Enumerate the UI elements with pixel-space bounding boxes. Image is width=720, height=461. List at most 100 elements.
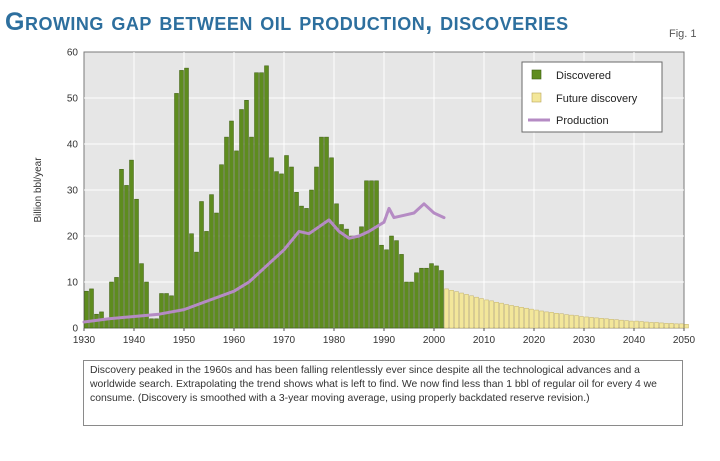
bar-discovered [149,318,154,329]
bar-discovered [119,169,124,329]
bar-future-discovery [449,290,454,329]
legend-swatch-discovered [531,69,542,80]
bar-future-discovery [524,307,529,329]
bar-future-discovery [574,315,579,329]
bar-future-discovery [559,313,564,329]
bar-future-discovery [649,322,654,329]
legend-label-production: Production [556,115,609,127]
bar-discovered [204,231,209,329]
bar-future-discovery [619,319,624,329]
bar-future-discovery [544,311,549,329]
bar-future-discovery [489,300,494,329]
bar-discovered [324,136,329,329]
bar-future-discovery [469,295,474,329]
future-discovery-bars [444,288,689,329]
bar-future-discovery [529,308,534,329]
bar-future-discovery [609,319,614,329]
bar-discovered [329,157,334,329]
bar-future-discovery [484,299,489,329]
x-tick-label: 1990 [373,335,396,346]
bar-discovered [184,67,189,329]
bar-discovered [164,293,169,329]
y-tick-label: 20 [67,232,79,243]
x-tick-label: 2020 [523,335,546,346]
bar-discovered [114,277,119,329]
bar-discovered [224,136,229,329]
bar-discovered [439,270,444,329]
bar-future-discovery [654,322,659,329]
bar-discovered [339,224,344,329]
bar-discovered [179,70,184,329]
discovered-bars [84,65,444,329]
bar-discovered [419,267,424,329]
x-axis-ticks: 1930 1940 1950 1960 1970 1980 1990 2000 2010 2020… [73,328,696,346]
bar-future-discovery [514,306,519,329]
legend-label-discovered: Discovered [556,70,611,82]
caption: Discovery peaked in the 1960s and has be… [83,360,683,426]
bar-future-discovery [634,320,639,329]
legend: Discovered Future discovery Production [521,61,663,133]
bar-discovered [289,166,294,329]
bar-future-discovery [614,319,619,329]
y-tick-label: 10 [67,278,79,289]
bar-future-discovery [494,301,499,329]
bar-discovered [409,281,414,329]
bar-discovered [154,318,159,329]
x-tick-label: 1960 [223,335,246,346]
bar-future-discovery [684,324,689,329]
bar-discovered [299,205,304,329]
bar-discovered [194,251,199,329]
bar-discovered [429,263,434,329]
bar-discovered [349,235,354,329]
bar-discovered [274,171,279,329]
bar-future-discovery [464,294,469,329]
bar-future-discovery [639,321,644,329]
y-tick-label: 0 [72,324,78,335]
bar-discovered [374,180,379,329]
x-tick-label: 2040 [623,335,646,346]
bar-discovered [399,254,404,329]
bar-future-discovery [644,321,649,329]
bar-discovered [219,164,224,329]
bar-discovered [334,203,339,329]
bar-discovered [189,233,194,329]
bar-future-discovery [549,312,554,329]
bar-discovered [234,150,239,329]
bar-discovered [229,120,234,329]
bar-discovered [239,109,244,329]
bar-future-discovery [534,309,539,329]
production-line [82,202,446,324]
bar-future-discovery [664,323,669,329]
y-tick-label: 30 [67,186,79,197]
bar-discovered [254,72,259,329]
y-tick-label: 60 [67,48,79,59]
bar-discovered [264,65,269,329]
bar-discovered [344,228,349,329]
bar-discovered [304,208,309,329]
bar-discovered [369,180,374,329]
y-tick-label: 40 [67,140,79,151]
bar-future-discovery [594,317,599,329]
bar-future-discovery [604,318,609,329]
y-axis-label: Billion bbl/year [33,157,44,223]
bar-discovered [89,288,94,329]
bar-discovered [124,185,129,329]
bar-discovered [244,100,249,329]
bar-discovered [314,166,319,329]
figure-label: Fig. 1 [669,28,697,40]
bar-future-discovery [679,323,684,329]
bar-discovered [144,281,149,329]
bar-discovered [354,235,359,329]
bar-discovered [404,281,409,329]
bar-discovered [384,249,389,329]
bar-future-discovery [539,310,544,329]
bar-discovered [209,194,214,329]
x-tick-label: 1930 [73,335,96,346]
bar-future-discovery [674,323,679,329]
bar-discovered [129,159,134,329]
chart-title: Growing gap between oil production, disc… [5,8,569,36]
bar-discovered [424,267,429,329]
bar-discovered [249,136,254,329]
x-tick-label: 1950 [173,335,196,346]
